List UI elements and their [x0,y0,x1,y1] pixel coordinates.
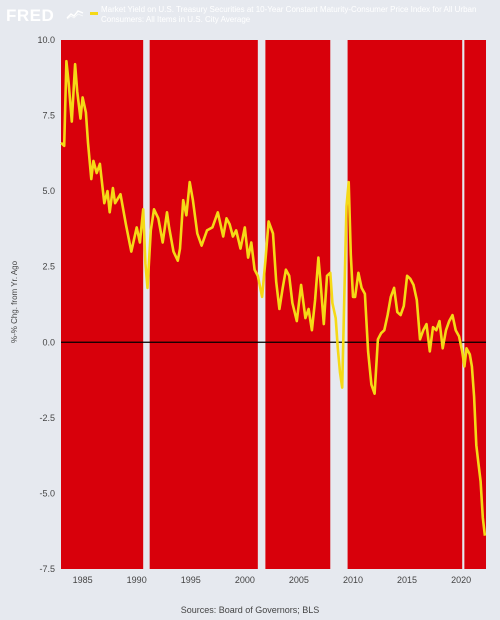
series-line-path [60,59,487,536]
y-tick-label: 7.5 [42,111,55,121]
source-note: Sources: Board of Governors; BLS [180,605,320,615]
x-tick-label: 1995 [181,575,201,585]
x-axis-ticks: 1985 1990 1995 2000 2005 2010 2015 2020 [73,575,472,585]
recession-band [257,40,266,569]
y-tick-label: -7.5 [39,564,55,574]
y-tick-label: -5.0 [39,488,55,498]
plot-background [61,40,486,569]
x-tick-label: 2010 [343,575,363,585]
recession-band [143,40,150,569]
recession-bands [143,40,465,569]
series-line [60,59,487,536]
plot-area [61,40,486,569]
y-axis-ticks: -7.5 -5.0 -2.5 0.0 2.5 5.0 7.5 10.0 [37,35,55,574]
x-tick-label: 1990 [127,575,147,585]
y-tick-label: 5.0 [42,186,55,196]
y-tick-label: 2.5 [42,262,55,272]
recession-band [330,40,348,569]
trend-line-icon [66,10,84,20]
legend-label: Market Yield on U.S. Treasury Securities… [101,5,477,24]
y-tick-label: 0.0 [42,337,55,347]
x-tick-label: 2005 [289,575,309,585]
fred-logo: FRED [6,6,55,25]
recession-band [462,40,465,569]
x-tick-label: 1985 [73,575,93,585]
x-tick-label: 2000 [235,575,255,585]
y-axis-label: %-% Chg. from Yr. Ago [10,260,19,343]
legend-swatch [90,12,98,15]
y-tick-label: -2.5 [39,413,55,423]
x-tick-label: 2020 [451,575,471,585]
x-tick-label: 2015 [397,575,417,585]
y-tick-label: 10.0 [37,35,55,45]
